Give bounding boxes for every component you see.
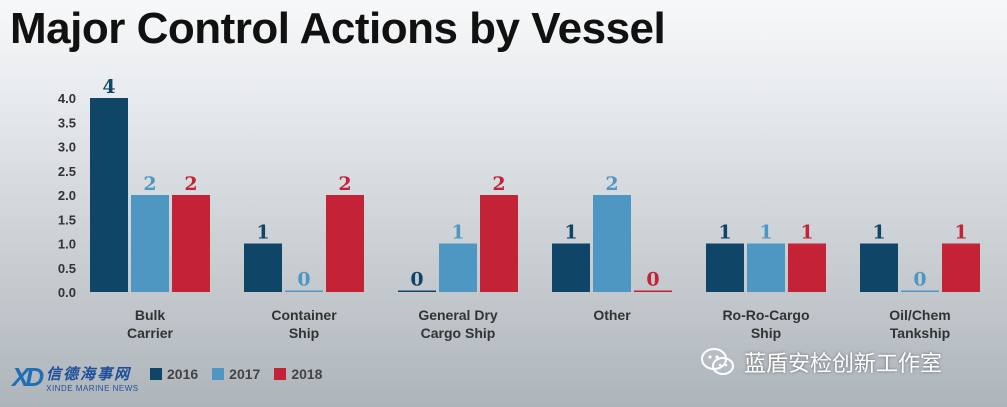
data-label: 1 <box>954 222 967 244</box>
bar <box>706 243 744 292</box>
bar <box>131 195 169 292</box>
data-label: 1 <box>564 222 577 244</box>
data-label: 2 <box>184 173 197 195</box>
wechat-icon <box>701 348 734 375</box>
x-tick-label: Ship <box>289 325 319 341</box>
data-label: 0 <box>410 269 423 291</box>
y-tick-label: 2.5 <box>58 164 76 179</box>
y-tick-label: 4.0 <box>58 91 76 106</box>
legend-swatch <box>212 368 225 380</box>
x-tick-label: Other <box>593 307 631 323</box>
data-label: 4 <box>102 76 115 98</box>
bar <box>244 243 282 292</box>
x-tick-label: Oil/Chem <box>889 307 950 323</box>
x-tick-label: General Dry <box>418 307 498 323</box>
data-label: 0 <box>297 269 310 291</box>
bar <box>593 195 631 292</box>
data-label: 1 <box>256 222 269 244</box>
data-label: 1 <box>718 222 731 244</box>
data-label: 1 <box>872 222 885 244</box>
bar <box>552 243 590 292</box>
legend-label: 2016 <box>167 366 199 382</box>
data-label: 1 <box>759 222 772 244</box>
x-tick-label: Ro-Ro-Cargo <box>722 307 809 323</box>
legend-swatch <box>274 368 287 380</box>
bar <box>942 243 980 292</box>
bar <box>901 290 939 292</box>
y-axis: 0.0 0.5 1.0 1.5 2.0 2.5 3.0 3.5 4.0 <box>58 91 76 300</box>
x-tick-label: Container <box>271 307 337 323</box>
bar <box>90 98 128 292</box>
y-tick-label: 1.0 <box>58 237 76 252</box>
bar <box>634 290 672 292</box>
logo-name-cn: 信德海事网 <box>46 365 132 383</box>
data-label: 2 <box>605 173 618 195</box>
legend-swatch <box>150 368 162 380</box>
data-label: 1 <box>800 222 813 244</box>
bar <box>788 243 826 292</box>
legend-label: 2018 <box>291 366 323 382</box>
bar <box>439 243 477 292</box>
x-tick-label: Ship <box>751 325 781 341</box>
legend-item: 2016 <box>150 366 198 382</box>
y-tick-label: 3.0 <box>58 140 76 155</box>
data-label: 2 <box>492 173 505 195</box>
y-tick-label: 3.5 <box>58 115 76 130</box>
y-tick-label: 0.0 <box>58 285 76 300</box>
x-tick-label: Carrier <box>127 325 173 341</box>
logo-mark: XD <box>12 362 44 392</box>
bars: 4 2 2 1 0 2 0 1 2 1 2 0 1 1 1 1 0 1 <box>90 76 980 292</box>
xinde-logo: XD 信德海事网 XINDE MARINE NEWS <box>12 362 139 393</box>
bar <box>480 195 518 292</box>
legend-item: 2017 <box>212 366 260 382</box>
data-label: 0 <box>646 269 659 291</box>
chart-title: Major Control Actions by Vessel <box>10 4 666 53</box>
bar <box>285 290 323 292</box>
bar <box>326 195 364 292</box>
logo-name-en: XINDE MARINE NEWS <box>46 383 139 393</box>
x-tick-label: Tankship <box>890 325 950 341</box>
legend-item: 2018 <box>274 366 322 382</box>
bar-chart: 0.0 0.5 1.0 1.5 2.0 2.5 3.0 3.5 4.0 4 2 2 1 0 2 0 1 2 1 2 0… <box>58 76 980 341</box>
bar <box>747 243 785 292</box>
data-label: 0 <box>913 269 926 291</box>
legend-label: 2017 <box>229 366 261 382</box>
data-label: 2 <box>338 173 351 195</box>
x-axis: Bulk Carrier Container Ship General Dry Cargo… <box>127 307 951 341</box>
x-tick-label: Cargo Ship <box>421 325 496 341</box>
y-tick-label: 1.5 <box>58 212 76 227</box>
wechat-watermark: 蓝盾安检创新工作室 <box>700 346 942 378</box>
x-tick-label: Bulk <box>135 307 166 323</box>
bar <box>172 195 210 292</box>
watermark-text: 蓝盾安检创新工作室 <box>744 351 943 376</box>
bar <box>398 290 436 292</box>
data-label: 2 <box>143 173 156 195</box>
bar <box>860 243 898 292</box>
y-tick-label: 0.5 <box>58 261 76 276</box>
data-label: 1 <box>451 222 464 244</box>
legend: 2016 2017 2018 <box>150 366 322 382</box>
y-tick-label: 2.0 <box>58 188 76 203</box>
